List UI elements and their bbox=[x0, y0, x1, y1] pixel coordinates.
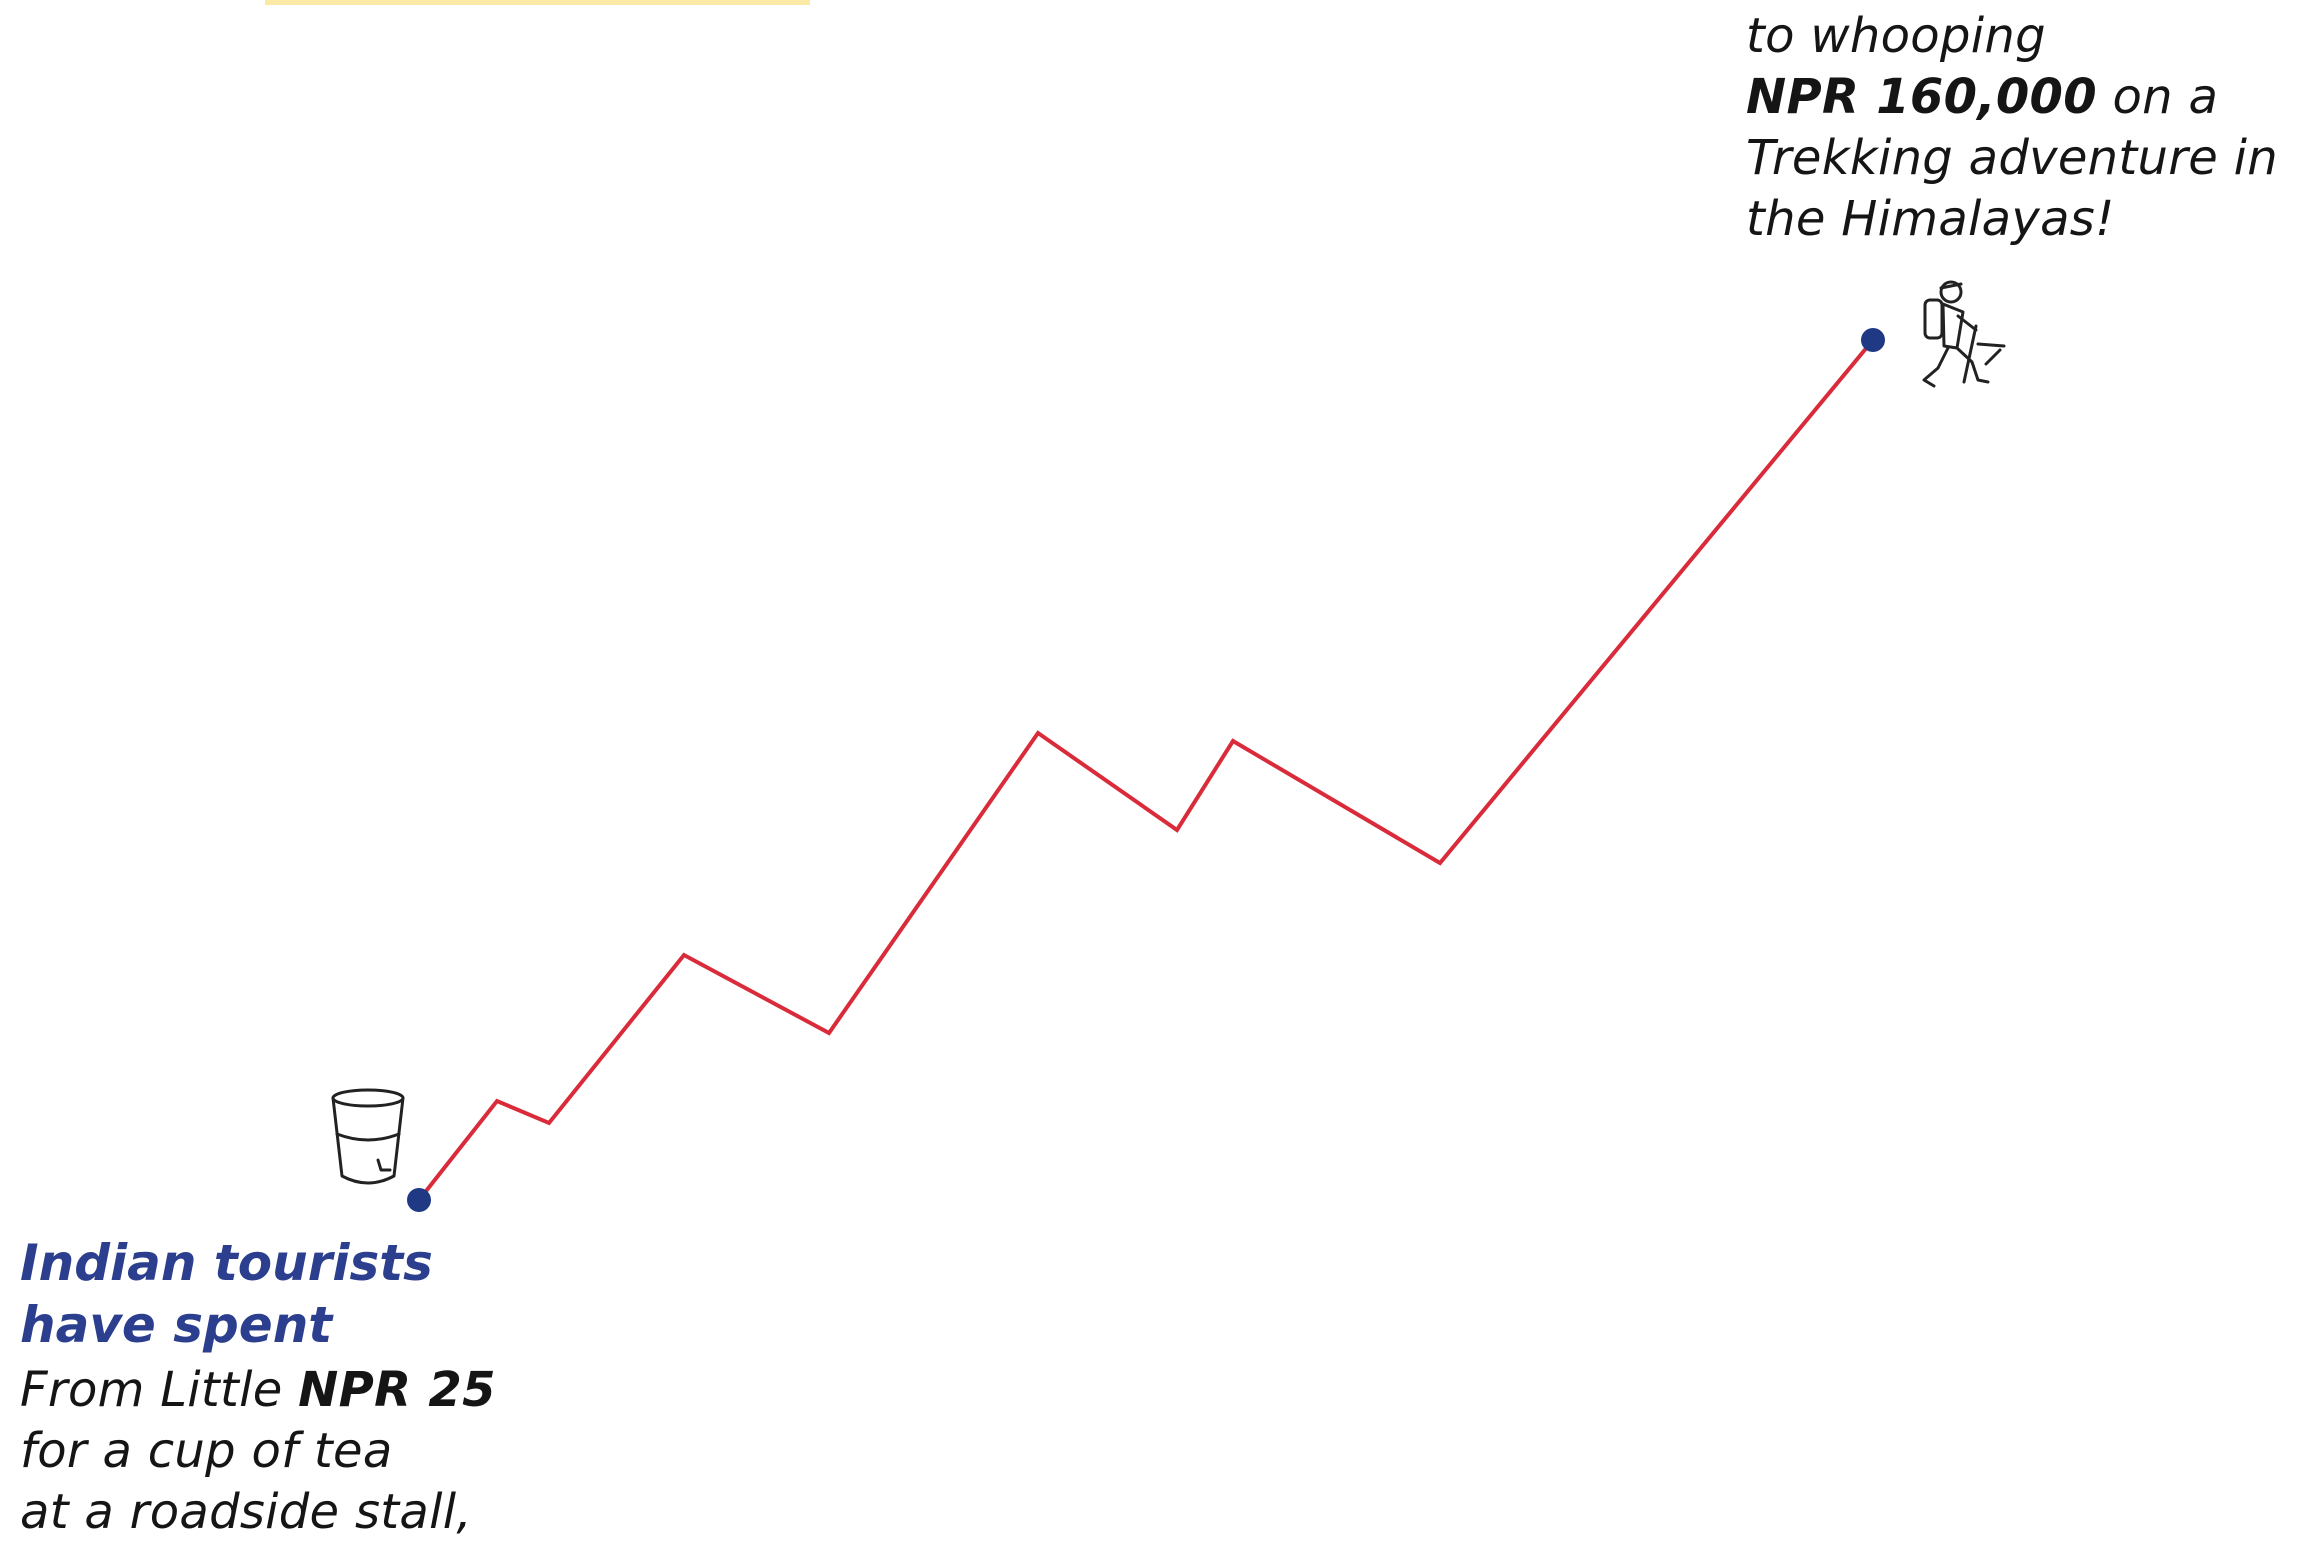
accent-bar bbox=[265, 0, 810, 5]
top-caption: to whooping NPR 160,000 on a Trekking ad… bbox=[1746, 6, 2278, 250]
bottom-caption-amount: NPR 25 bbox=[298, 1362, 496, 1418]
top-caption-amount: NPR 160,000 bbox=[1746, 69, 2097, 125]
bottom-heading: Indian tourists have spent bbox=[20, 1232, 433, 1356]
bottom-heading-line-1: Indian tourists bbox=[20, 1234, 433, 1292]
bottom-caption-line-2: for a cup of tea bbox=[20, 1423, 393, 1479]
bottom-caption-line-1: From Little NPR 25 bbox=[20, 1360, 496, 1421]
bottom-caption: From Little NPR 25 for a cup of tea at a… bbox=[20, 1360, 496, 1543]
top-caption-line-1: to whooping bbox=[1746, 8, 2046, 64]
spending-line bbox=[417, 338, 1875, 1202]
bottom-caption-prefix: From Little bbox=[20, 1362, 299, 1418]
top-caption-line-2-rest: on a bbox=[2096, 69, 2219, 125]
top-caption-line-4: the Himalayas! bbox=[1746, 191, 2115, 247]
hiker-icon bbox=[1922, 280, 2006, 388]
top-caption-line-2: NPR 160,000 on a bbox=[1746, 67, 2278, 128]
end-point bbox=[1861, 328, 1885, 352]
tea-glass-icon bbox=[331, 1088, 405, 1185]
start-point bbox=[407, 1188, 431, 1212]
bottom-caption-line-3: at a roadside stall, bbox=[20, 1484, 472, 1540]
top-caption-line-3: Trekking adventure in bbox=[1746, 130, 2279, 186]
bottom-heading-line-2: have spent bbox=[20, 1296, 333, 1354]
